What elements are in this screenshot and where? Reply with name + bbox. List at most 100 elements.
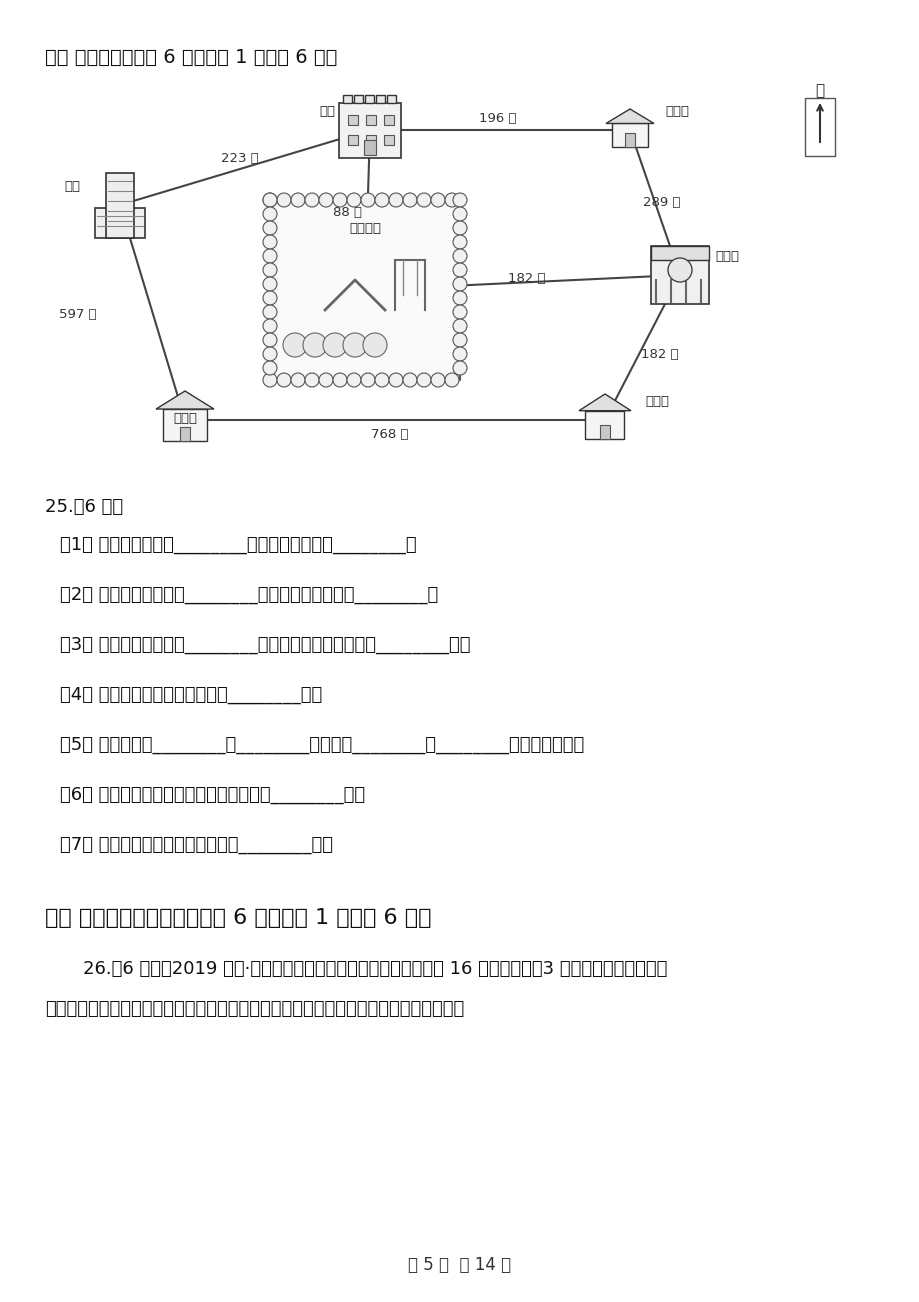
Circle shape: [263, 348, 277, 361]
Bar: [163, 409, 207, 441]
Text: 北: 北: [814, 83, 823, 98]
Circle shape: [343, 333, 367, 357]
Bar: [584, 410, 624, 439]
Text: 电影院: 电影院: [714, 250, 738, 263]
Text: 现在要给另外三边围上篹笆，最少要围上多少米篹笆？（请先画一画示意图，再解答。）: 现在要给另外三边围上篹笆，最少要围上多少米篹笆？（请先画一画示意图，再解答。）: [45, 1000, 464, 1018]
Circle shape: [277, 372, 290, 387]
Text: 26.（6 分）（2019 三上·路桥期末）学校有一块综合实践基地，宽 16 米，长是宽的3 倍，其中一边靠着墙，: 26.（6 分）（2019 三上·路桥期末）学校有一块综合实践基地，宽 16 米…: [60, 960, 666, 978]
Bar: [804, 98, 834, 156]
Bar: [599, 426, 609, 439]
Bar: [347, 115, 357, 125]
Circle shape: [445, 372, 459, 387]
Circle shape: [360, 193, 375, 207]
Circle shape: [283, 333, 307, 357]
Circle shape: [263, 193, 277, 207]
Text: 88 米: 88 米: [333, 206, 362, 219]
Text: （6） 小明从家到学校比丁丁从家到学校近________米。: （6） 小明从家到学校比丁丁从家到学校近________米。: [60, 786, 365, 805]
Circle shape: [430, 372, 445, 387]
Circle shape: [263, 249, 277, 263]
Circle shape: [452, 348, 467, 361]
Circle shape: [263, 305, 277, 319]
Circle shape: [363, 333, 387, 357]
Circle shape: [452, 305, 467, 319]
Text: 223 米: 223 米: [221, 151, 258, 164]
Bar: [347, 135, 357, 145]
Circle shape: [452, 319, 467, 333]
Circle shape: [323, 333, 346, 357]
Circle shape: [263, 263, 277, 277]
Circle shape: [277, 193, 290, 207]
Circle shape: [416, 193, 430, 207]
Circle shape: [290, 372, 305, 387]
Circle shape: [263, 319, 277, 333]
Polygon shape: [578, 395, 630, 410]
Bar: [95, 207, 145, 237]
Circle shape: [403, 372, 416, 387]
Circle shape: [375, 193, 389, 207]
Bar: [376, 95, 384, 103]
Bar: [624, 133, 634, 147]
Text: 182 米: 182 米: [641, 349, 678, 362]
Circle shape: [319, 372, 333, 387]
Text: 丁丁家: 丁丁家: [173, 411, 197, 424]
Bar: [269, 201, 460, 380]
Circle shape: [346, 372, 360, 387]
Circle shape: [263, 361, 277, 375]
Circle shape: [263, 221, 277, 234]
Text: 768 米: 768 米: [371, 428, 408, 441]
Text: （5） 从小明家往________走________米，再往________走________米就到超市了。: （5） 从小明家往________走________米，再往________走_…: [60, 736, 584, 754]
Bar: [387, 95, 395, 103]
Circle shape: [375, 372, 389, 387]
Circle shape: [452, 333, 467, 348]
Circle shape: [452, 207, 467, 221]
Text: （7） 从小林家到儿童乐园最近要走________米。: （7） 从小林家到儿童乐园最近要走________米。: [60, 836, 333, 854]
Circle shape: [389, 193, 403, 207]
Text: 儿童乐园: 儿童乐园: [348, 223, 380, 234]
Circle shape: [416, 372, 430, 387]
Bar: [354, 95, 363, 103]
Text: 597 米: 597 米: [59, 309, 96, 322]
Circle shape: [263, 234, 277, 249]
Circle shape: [452, 361, 467, 375]
Text: 学校: 学校: [319, 105, 335, 118]
Bar: [106, 172, 134, 237]
Circle shape: [263, 207, 277, 221]
Text: 六、 计算下面图形的周长（公 6 分）（公 1 题；公 6 分）: 六、 计算下面图形的周长（公 6 分）（公 1 题；公 6 分）: [45, 907, 431, 928]
Bar: [383, 135, 393, 145]
Circle shape: [263, 372, 277, 387]
Bar: [338, 103, 401, 158]
Circle shape: [452, 234, 467, 249]
Circle shape: [333, 193, 346, 207]
Polygon shape: [606, 109, 653, 124]
Bar: [343, 95, 352, 103]
Bar: [366, 115, 376, 125]
Circle shape: [263, 292, 277, 305]
Bar: [366, 135, 376, 145]
Text: 182 米: 182 米: [507, 272, 545, 285]
Text: 196 米: 196 米: [479, 112, 516, 125]
Circle shape: [290, 193, 305, 207]
Circle shape: [389, 372, 403, 387]
Bar: [365, 95, 374, 103]
Bar: [651, 246, 709, 260]
Bar: [611, 124, 647, 147]
Bar: [364, 141, 376, 155]
Text: （1） 小明家的西面是________，小明家的南面是________。: （1） 小明家的西面是________，小明家的南面是________。: [60, 536, 416, 553]
Text: 第 5 页  公 14 页: 第 5 页 公 14 页: [408, 1256, 511, 1273]
Circle shape: [452, 263, 467, 277]
Text: 小林家: 小林家: [644, 395, 668, 408]
Text: 25.（6 分）: 25.（6 分）: [45, 497, 123, 516]
Text: 小明家: 小明家: [664, 105, 688, 118]
Circle shape: [360, 372, 375, 387]
Text: 超市: 超市: [64, 180, 80, 193]
Circle shape: [346, 193, 360, 207]
Text: （2） 儿童乐园的东面是________，儿童乐园的北面是________。: （2） 儿童乐园的东面是________，儿童乐园的北面是________。: [60, 586, 437, 604]
Text: （3） 超市在儿童乐园的________面，丁丁家在儿童乐园的________面。: （3） 超市在儿童乐园的________面，丁丁家在儿童乐园的________面…: [60, 635, 470, 654]
Circle shape: [263, 333, 277, 348]
Circle shape: [305, 193, 319, 207]
Circle shape: [305, 372, 319, 387]
Circle shape: [333, 372, 346, 387]
Circle shape: [263, 193, 277, 207]
Circle shape: [263, 277, 277, 292]
Circle shape: [452, 292, 467, 305]
